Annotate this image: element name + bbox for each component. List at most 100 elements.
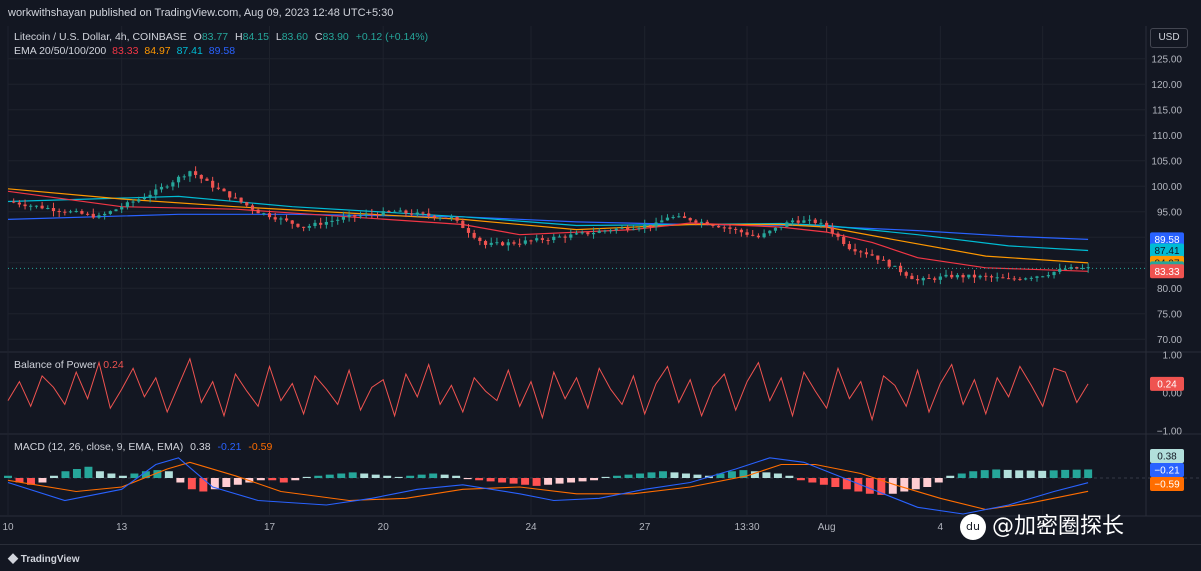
macd-histogram-bar (1049, 470, 1058, 478)
candle-body (950, 274, 954, 278)
price-badge-label: 89.58 (1154, 235, 1179, 246)
macd-histogram-bar (727, 471, 736, 478)
macd-histogram-bar (659, 471, 667, 478)
macd-histogram-bar (27, 478, 35, 485)
x-tick-label: 24 (525, 522, 537, 533)
candle-body (677, 216, 681, 218)
y-tick-label: 110.00 (1152, 131, 1182, 142)
candle-body (449, 216, 454, 218)
macd-histogram-bar (440, 474, 449, 478)
candle-body (427, 213, 431, 216)
y-tick-label: 105.00 (1151, 156, 1182, 167)
price-badge-label: 83.33 (1154, 267, 1179, 278)
macd-histogram-bar (1026, 470, 1035, 478)
macd-histogram-bar (693, 474, 702, 478)
candle-body (472, 232, 476, 238)
macd-histogram-bar (739, 470, 748, 478)
candle-body (222, 188, 226, 192)
macd-histogram-bar (567, 478, 576, 483)
candle-body (421, 212, 425, 214)
candle-body (148, 194, 152, 198)
candle-body (370, 213, 374, 215)
candle-body (972, 274, 977, 278)
y-tick-label: 75.00 (1157, 309, 1182, 320)
candle-body (103, 213, 107, 216)
candle-body (375, 214, 380, 216)
candle-body (603, 230, 607, 232)
macd-badge (1150, 449, 1184, 463)
candle-body (319, 222, 323, 225)
publisher-bar: workwithshayan published on TradingView.… (0, 0, 1201, 27)
candle-body (296, 223, 300, 227)
macd-histogram-bar (429, 473, 438, 478)
candle-body (250, 205, 255, 210)
macd-histogram-bar (532, 478, 541, 486)
candle-body (267, 213, 272, 218)
candle-body (580, 232, 584, 234)
candle-body (1063, 268, 1068, 270)
candle-body (239, 197, 243, 203)
x-tick-label: 7 (1040, 522, 1046, 533)
macd-histogram-bar (314, 475, 323, 478)
x-tick-label: 10 (2, 522, 14, 533)
tradingview-logo: ◆ TradingView (8, 547, 80, 571)
candle-body (85, 213, 90, 215)
macd-histogram-bar (854, 478, 863, 492)
macd-histogram-bar (348, 472, 357, 478)
macd-histogram-bar (934, 478, 943, 483)
candle-body (353, 214, 357, 217)
macd-hist-value: 0.38 (190, 441, 211, 453)
tv-logo-text: TradingView (20, 554, 80, 565)
publisher-text: workwithshayan published on TradingView.… (8, 7, 394, 19)
price-badge (1150, 232, 1184, 247)
macd-badge-label: 0.38 (1157, 452, 1177, 463)
macd-histogram-bar (4, 475, 12, 478)
candle-body (847, 244, 851, 250)
candle-body (91, 213, 95, 218)
candle-body (745, 232, 749, 235)
candle-body (1069, 267, 1073, 269)
candle-body (34, 205, 39, 207)
candle-body (790, 220, 795, 223)
macd-histogram-bar (716, 473, 725, 478)
candle-body (211, 180, 215, 188)
y-tick-label: 80.00 (1157, 284, 1182, 295)
macd-histogram-bar (1084, 469, 1093, 478)
candle-body (478, 237, 482, 242)
macd-histogram-bar (279, 478, 288, 483)
price-badge (1150, 264, 1184, 279)
candle-body (984, 275, 988, 277)
candle-body (1052, 271, 1056, 276)
ema20-line (7, 190, 1089, 272)
candle-body (205, 178, 209, 181)
macd-histogram-bar (118, 475, 127, 478)
candle-body (699, 221, 704, 223)
candle-body (1080, 267, 1085, 269)
candle-body (97, 215, 101, 218)
candle-body (648, 225, 653, 227)
candle-body (546, 239, 550, 241)
candle-body (637, 228, 641, 230)
macd-histogram-bar (750, 471, 759, 478)
footer-bar: ◆ TradingView (0, 544, 1201, 569)
candle-body (518, 243, 522, 245)
bop-legend: Balance of Power 0.24 (14, 358, 124, 372)
candle-body (80, 211, 84, 214)
candle-body (108, 211, 112, 214)
bop-badge-label: 0.24 (1157, 379, 1177, 390)
candle-body (620, 227, 624, 229)
candle-body (137, 199, 141, 202)
candle-body (682, 216, 687, 219)
candle-body (552, 236, 556, 241)
candle-body (171, 182, 175, 187)
macd-histogram-bar (130, 473, 139, 478)
candle-body (233, 197, 237, 199)
macd-histogram-bar (417, 474, 426, 478)
macd-histogram-bar (1072, 469, 1081, 478)
candle-body (614, 228, 618, 231)
candle-body (540, 238, 544, 240)
chart-canvas[interactable]: 10 13 17 20 24 27 13:30 Aug 4 7 125.00 120.00 115.00… (0, 26, 1201, 544)
currency-button[interactable]: USD (1150, 28, 1188, 48)
candle-body (563, 236, 567, 238)
candle-body (142, 197, 147, 200)
